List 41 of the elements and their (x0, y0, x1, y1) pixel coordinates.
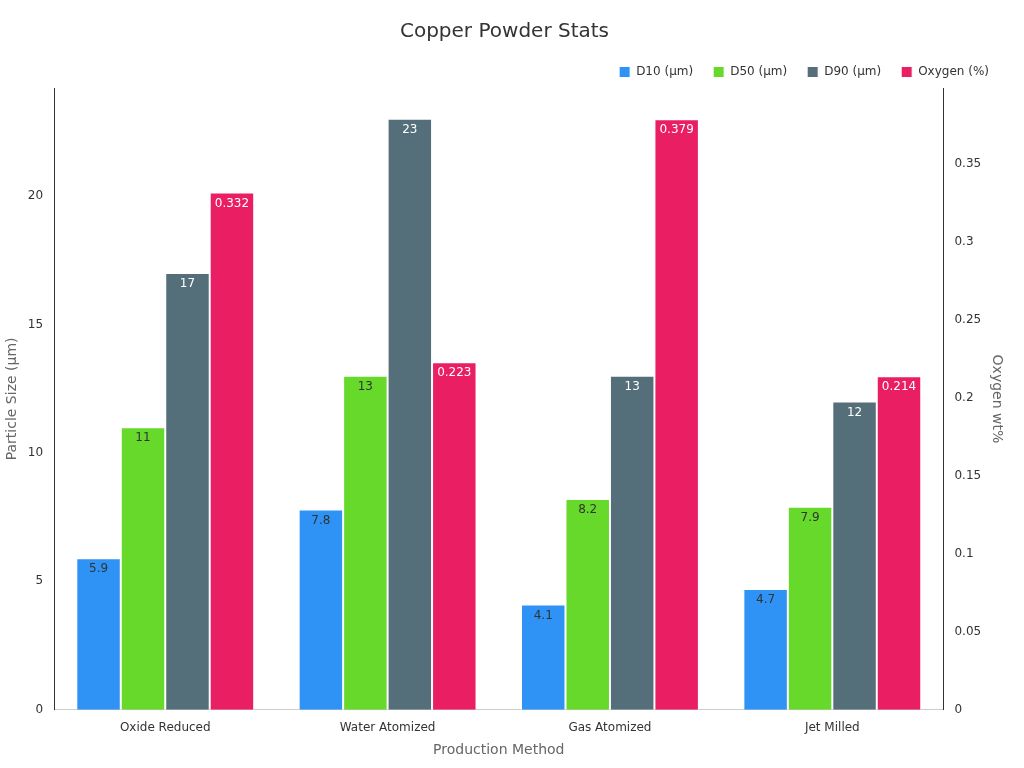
y2-axis-title: Oxygen wt% (989, 354, 1006, 444)
legend-label: D50 (µm) (730, 64, 788, 79)
y2-tick-label: 0.35 (954, 156, 982, 171)
x-tick-label: Gas Atomized (568, 720, 652, 735)
y2-tick-label: 0 (954, 701, 963, 716)
legend-label: D90 (µm) (824, 64, 882, 79)
x-tick-label: Jet Milled (803, 720, 860, 735)
y2-tick-label: 0.2 (954, 390, 974, 405)
y2-tick-label: 0.05 (954, 624, 982, 639)
data-label: 12 (846, 404, 863, 419)
y-tick-label: 15 (27, 316, 44, 331)
data-label: 0.214 (881, 379, 917, 394)
data-label: 4.7 (756, 592, 776, 607)
data-label: 5.9 (88, 561, 109, 576)
data-label: 4.1 (533, 607, 553, 622)
x-tick-label: Oxide Reduced (119, 720, 211, 735)
data-label: 7.9 (800, 509, 820, 524)
data-label: 8.2 (578, 502, 598, 517)
data-label: 0.379 (659, 122, 694, 137)
data-label: 13 (357, 378, 373, 393)
legend-label: D10 (µm) (636, 64, 694, 79)
data-label: 23 (402, 121, 418, 136)
data-label: 11 (135, 430, 151, 445)
x-tick-label: Water Atomized (339, 720, 436, 735)
data-label: 13 (624, 378, 640, 393)
y2-tick-label: 0.3 (954, 234, 974, 249)
x-axis-title: Production Method (433, 741, 565, 758)
chart-title: Copper Powder Stats (399, 18, 610, 43)
y-tick-label: 10 (27, 444, 44, 459)
y-tick-label: 0 (35, 701, 44, 716)
legend-label: Oxygen (%) (918, 64, 990, 79)
data-label: 7.8 (311, 512, 331, 527)
y-tick-label: 5 (35, 573, 44, 588)
y-tick-label: 20 (27, 188, 44, 203)
y2-tick-label: 0.15 (954, 468, 982, 483)
data-label: 17 (179, 276, 196, 291)
data-label: 0.332 (214, 195, 250, 210)
y2-tick-label: 0.1 (954, 546, 974, 561)
y2-tick-label: 0.25 (954, 312, 982, 327)
data-label: 0.223 (437, 365, 472, 380)
y-axis-title: Particle Size (µm) (3, 337, 20, 461)
